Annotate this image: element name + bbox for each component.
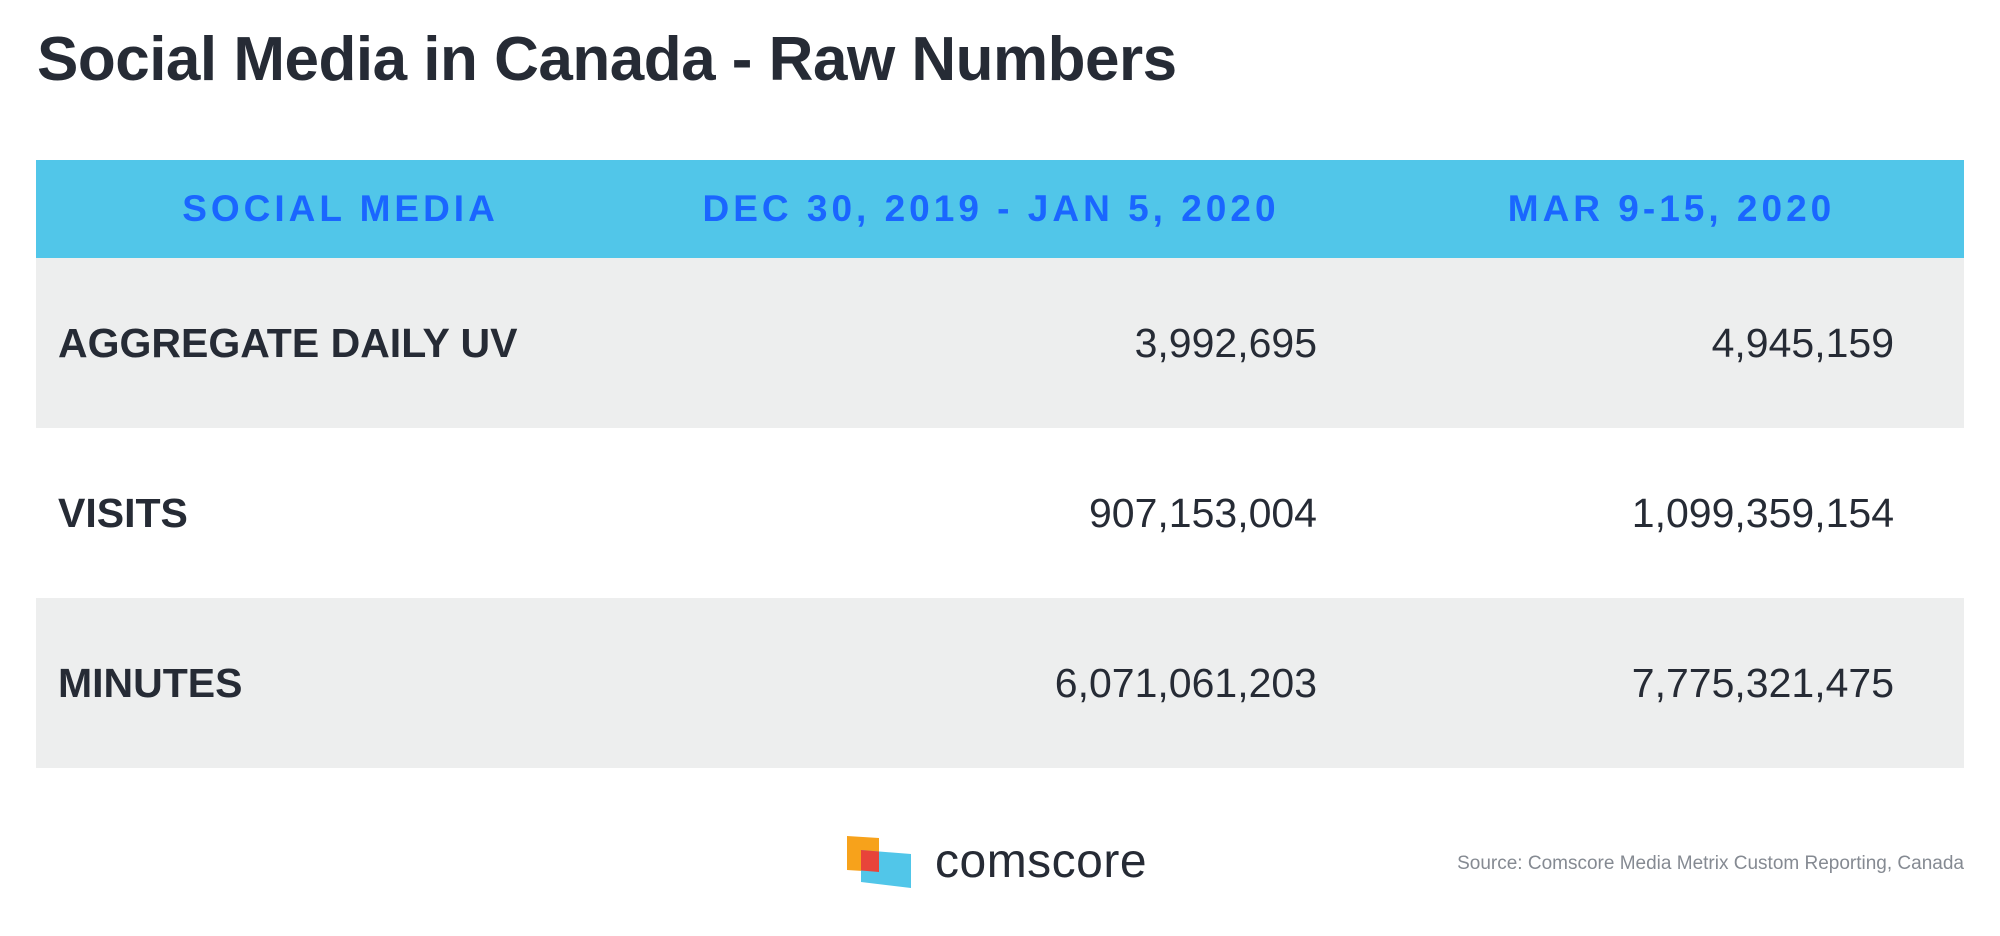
data-table: SOCIAL MEDIA DEC 30, 2019 - JAN 5, 2020 … xyxy=(36,160,1964,768)
row-label: MINUTES xyxy=(58,659,243,706)
logo-wordmark: comscore xyxy=(935,835,1148,888)
cell-value: 1,099,359,154 xyxy=(1631,489,1894,536)
cell-value: 7,775,321,475 xyxy=(1631,659,1894,706)
cell-value: 6,071,061,203 xyxy=(1054,659,1317,706)
table-row: AGGREGATE DAILY UV 3,992,695 4,945,159 xyxy=(36,258,1964,428)
comscore-logo: comscore xyxy=(847,836,1147,888)
cell-value: 907,153,004 xyxy=(1088,489,1317,536)
table-row: MINUTES 6,071,061,203 7,775,321,475 xyxy=(36,598,1964,768)
source-note: Source: Comscore Media Metrix Custom Rep… xyxy=(1457,853,1964,874)
cell-value: 4,945,159 xyxy=(1711,319,1894,366)
column-header: DEC 30, 2019 - JAN 5, 2020 xyxy=(702,188,1280,229)
table-header-row: SOCIAL MEDIA DEC 30, 2019 - JAN 5, 2020 … xyxy=(36,160,1964,258)
row-label: VISITS xyxy=(58,489,188,536)
row-label: AGGREGATE DAILY UV xyxy=(58,319,518,366)
comscore-logo-icon xyxy=(847,836,911,888)
cell-value: 3,992,695 xyxy=(1134,319,1317,366)
table-row: VISITS 907,153,004 1,099,359,154 xyxy=(36,428,1964,598)
column-header: MAR 9-15, 2020 xyxy=(1507,188,1836,229)
page-title: Social Media in Canada - Raw Numbers xyxy=(37,25,1177,94)
column-header: SOCIAL MEDIA xyxy=(182,188,499,229)
